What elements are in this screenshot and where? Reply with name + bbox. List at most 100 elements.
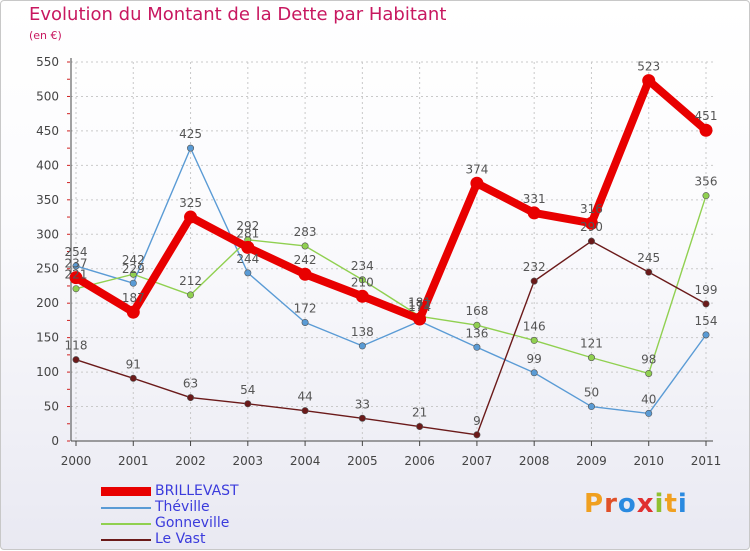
x-tick-label: 2000 xyxy=(61,454,92,468)
y-tick-label: 0 xyxy=(51,434,59,448)
x-tick-label: 2005 xyxy=(347,454,378,468)
x-tick-label: 2002 xyxy=(175,454,206,468)
x-tick-label: 2010 xyxy=(633,454,664,468)
data-label-gonneville: 234 xyxy=(351,259,374,273)
series-line-brillevast xyxy=(72,76,710,324)
series-lines xyxy=(69,74,713,439)
legend-label-theville: Théville xyxy=(155,499,210,515)
data-label-th-ville: 244 xyxy=(236,252,259,266)
point-brillevast xyxy=(126,305,140,319)
point-le-vast xyxy=(244,400,252,408)
data-label-le-vast: 9 xyxy=(473,414,481,428)
x-tick-label: 2001 xyxy=(118,454,149,468)
point-brillevast xyxy=(413,312,427,326)
point-brillevast xyxy=(584,216,598,230)
point-th-ville xyxy=(473,343,481,351)
data-labels: 254 229 425 244 172 138 174 136 99 50 40 154 221 242 2… xyxy=(65,60,718,428)
point-th-ville xyxy=(702,331,710,339)
data-label-th-ville: 99 xyxy=(527,352,542,366)
data-label-brillevast: 331 xyxy=(523,192,546,206)
data-label-th-ville: 172 xyxy=(294,301,317,315)
data-label-gonneville: 98 xyxy=(641,352,656,366)
data-label-brillevast: 523 xyxy=(637,60,660,74)
data-label-le-vast: 21 xyxy=(412,406,427,420)
logo-letter: P xyxy=(584,489,605,519)
grid xyxy=(71,61,713,442)
y-tick-label: 200 xyxy=(36,296,59,310)
legend-label-brillevast: BRILLEVAST xyxy=(155,483,239,499)
data-label-th-ville: 154 xyxy=(695,314,718,328)
point-le-vast xyxy=(358,414,366,422)
point-gonneville xyxy=(645,369,653,377)
point-th-ville xyxy=(244,269,252,277)
point-th-ville xyxy=(645,409,653,417)
point-th-ville xyxy=(72,262,80,270)
point-gonneville xyxy=(129,270,137,278)
point-gonneville xyxy=(72,285,80,293)
chart-title: Evolution du Montant de la Dette par Hab… xyxy=(29,4,447,25)
point-le-vast xyxy=(72,356,80,364)
y-tick-label: 350 xyxy=(36,193,59,207)
point-gonneville xyxy=(702,192,710,200)
point-th-ville xyxy=(587,403,595,411)
x-tick-label: 2011 xyxy=(691,454,722,468)
data-label-gonneville: 242 xyxy=(122,253,145,267)
legend-swatch-gonneville xyxy=(101,523,151,525)
point-brillevast xyxy=(642,74,656,88)
y-tick-label: 300 xyxy=(36,227,59,241)
y-tick-label: 400 xyxy=(36,158,59,172)
data-label-le-vast: 44 xyxy=(297,390,312,404)
data-label-th-ville: 174 xyxy=(408,300,431,314)
legend-swatch-le-vast xyxy=(101,539,151,541)
data-label-brillevast: 177 xyxy=(408,298,431,312)
x-tick-label: 2003 xyxy=(233,454,264,468)
point-th-ville xyxy=(187,144,195,152)
data-label-le-vast: 199 xyxy=(695,283,718,297)
data-label-le-vast: 290 xyxy=(580,220,603,234)
data-label-brillevast: 210 xyxy=(351,275,374,289)
point-gonneville xyxy=(587,354,595,362)
data-label-le-vast: 245 xyxy=(637,251,660,265)
data-label-brillevast: 316 xyxy=(580,202,603,216)
y-tick-label: 150 xyxy=(36,331,59,345)
point-brillevast xyxy=(699,123,713,137)
data-label-gonneville: 292 xyxy=(236,219,259,233)
legend-label-gonneville: Gonneville xyxy=(155,515,230,531)
point-brillevast xyxy=(69,271,83,285)
point-le-vast xyxy=(702,300,710,308)
point-gonneville xyxy=(187,291,195,299)
logo-letter: o xyxy=(617,489,637,519)
legend-swatch-brillevast xyxy=(101,487,151,496)
point-th-ville xyxy=(129,279,137,287)
point-gonneville xyxy=(358,276,366,284)
y-tick-label: 250 xyxy=(36,262,59,276)
legend-swatch-theville xyxy=(101,507,151,509)
point-brillevast xyxy=(355,289,369,303)
data-label-brillevast: 451 xyxy=(695,109,718,123)
point-le-vast xyxy=(530,277,538,285)
logo-letter: i xyxy=(654,489,665,519)
data-label-th-ville: 40 xyxy=(641,392,656,406)
data-label-brillevast: 237 xyxy=(65,257,88,271)
data-label-th-ville: 136 xyxy=(465,326,488,340)
y-tick-label: 550 xyxy=(36,55,59,69)
data-label-brillevast: 374 xyxy=(465,162,488,176)
point-le-vast xyxy=(473,431,481,439)
data-label-gonneville: 168 xyxy=(465,304,488,318)
data-label-th-ville: 50 xyxy=(584,386,599,400)
point-le-vast xyxy=(187,394,195,402)
legend-label-le-vast: Le Vast xyxy=(155,531,206,547)
point-gonneville xyxy=(530,336,538,344)
point-th-ville xyxy=(301,318,309,326)
logo-letter: t xyxy=(664,489,678,519)
point-le-vast xyxy=(416,423,424,431)
series-line-le-vast xyxy=(75,240,707,436)
point-le-vast xyxy=(645,268,653,276)
data-label-gonneville: 283 xyxy=(294,225,317,239)
data-label-gonneville: 356 xyxy=(695,175,718,189)
y-tick-label: 100 xyxy=(36,365,59,379)
data-label-gonneville: 121 xyxy=(580,337,603,351)
series-line-th-ville xyxy=(75,147,707,415)
